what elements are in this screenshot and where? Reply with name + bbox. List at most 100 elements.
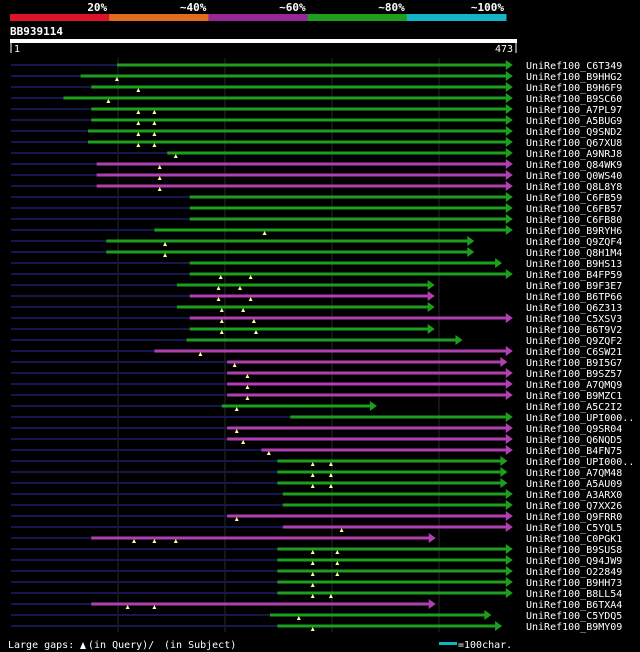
hit-name[interactable]: UniRef100_Q9ZQF2 xyxy=(526,336,622,347)
hit-name[interactable]: UniRef100_Q9FRR0 xyxy=(526,512,622,523)
hit-segment[interactable] xyxy=(227,371,507,375)
hit-segment[interactable] xyxy=(227,514,507,518)
hit-segment[interactable] xyxy=(227,382,507,386)
hit-row[interactable]: UniRef100_B9RYH6 xyxy=(11,225,622,237)
hit-name[interactable]: UniRef100_A5C2I2 xyxy=(526,402,622,413)
hit-row[interactable]: UniRef100_A7QM48 xyxy=(11,467,622,479)
hit-segment[interactable] xyxy=(277,569,507,573)
hit-name[interactable]: UniRef100_C6FB80 xyxy=(526,215,622,226)
hit-name[interactable]: UniRef100_B9RYH6 xyxy=(526,226,622,237)
hit-name[interactable]: UniRef100_Q9SR04 xyxy=(526,424,622,435)
hit-row[interactable]: UniRef100_B8LL54 xyxy=(11,588,622,600)
hit-name[interactable]: UniRef100_O22849 xyxy=(526,567,622,578)
hit-segment[interactable] xyxy=(277,547,507,551)
hit-name[interactable]: UniRef100_B8LL54 xyxy=(526,589,622,600)
hit-row[interactable]: UniRef100_A7PL97 xyxy=(11,104,622,116)
hit-name[interactable]: UniRef100_Q9ZQF4 xyxy=(526,237,622,248)
hit-name[interactable]: UniRef100_Q8L8Y8 xyxy=(526,182,622,193)
hit-segment[interactable] xyxy=(189,217,507,221)
hit-name[interactable]: UniRef100_C6T349 xyxy=(526,61,622,72)
hit-segment[interactable] xyxy=(189,261,497,265)
hit-name[interactable]: UniRef100_B9HHG2 xyxy=(526,72,622,83)
hit-row[interactable]: UniRef100_B4FN75 xyxy=(11,445,622,457)
hit-segment[interactable] xyxy=(227,393,507,397)
hit-name[interactable]: UniRef100_C5XSV3 xyxy=(526,314,622,325)
hit-row[interactable]: UniRef100_C5YDQ5 xyxy=(11,610,622,622)
hit-row[interactable]: UniRef100_B9F3E7 xyxy=(11,280,622,292)
hit-segment[interactable] xyxy=(186,338,457,342)
hit-row[interactable]: UniRef100_B9SUS8 xyxy=(11,544,622,556)
hit-segment[interactable] xyxy=(91,85,507,89)
hit-segment[interactable] xyxy=(116,63,507,67)
hit-row[interactable]: UniRef100_C6T349 xyxy=(11,60,622,72)
hit-name[interactable]: UniRef100_A7PL97 xyxy=(526,105,622,116)
hit-row[interactable]: UniRef100_Q9ZQF4 xyxy=(11,236,622,248)
hit-segment[interactable] xyxy=(91,107,507,111)
hit-segment[interactable] xyxy=(189,272,507,276)
hit-name[interactable]: UniRef100_C0PGK1 xyxy=(526,534,622,545)
hit-name[interactable]: UniRef100_UPI000.. xyxy=(526,457,634,468)
hit-segment[interactable] xyxy=(91,536,430,540)
hit-segment[interactable] xyxy=(282,525,507,529)
hit-name[interactable]: UniRef100_A3ARX0 xyxy=(526,490,622,501)
hit-segment[interactable] xyxy=(189,316,507,320)
hit-name[interactable]: UniRef100_B9F3E7 xyxy=(526,281,622,292)
hit-row[interactable]: UniRef100_Q94JW9 xyxy=(11,555,622,567)
hit-row[interactable]: UniRef100_B6TP66 xyxy=(11,291,622,303)
hit-row[interactable]: UniRef100_C6FB59 xyxy=(11,192,622,204)
hit-segment[interactable] xyxy=(277,459,502,463)
hit-segment[interactable] xyxy=(106,250,469,254)
hit-row[interactable]: UniRef100_B9I5G7 xyxy=(11,357,622,369)
hit-segment[interactable] xyxy=(154,349,507,353)
hit-row[interactable]: UniRef100_B9MY09 xyxy=(11,621,622,633)
hit-segment[interactable] xyxy=(106,239,469,243)
hit-segment[interactable] xyxy=(269,613,486,617)
hit-row[interactable]: UniRef100_A5C2I2 xyxy=(11,401,622,413)
hit-row[interactable]: UniRef100_B9HH73 xyxy=(11,577,622,589)
hit-row[interactable]: UniRef100_B9MZC1 xyxy=(11,390,622,402)
hit-name[interactable]: UniRef100_B9HH73 xyxy=(526,578,622,589)
hit-name[interactable]: UniRef100_B9H6F9 xyxy=(526,83,622,94)
hit-name[interactable]: UniRef100_Q6NQD5 xyxy=(526,435,622,446)
hit-segment[interactable] xyxy=(167,151,507,155)
hit-name[interactable]: UniRef100_C5YQL5 xyxy=(526,523,622,534)
hit-row[interactable]: UniRef100_Q8H1M4 xyxy=(11,247,622,259)
hit-segment[interactable] xyxy=(80,74,507,78)
hit-row[interactable]: UniRef100_C6FB57 xyxy=(11,203,622,215)
hit-segment[interactable] xyxy=(277,580,507,584)
hit-row[interactable]: UniRef100_C0PGK1 xyxy=(11,533,622,545)
hit-row[interactable]: UniRef100_Q67XU8 xyxy=(11,137,622,149)
hit-name[interactable]: UniRef100_A7QMQ9 xyxy=(526,380,622,391)
hit-name[interactable]: UniRef100_B9SC60 xyxy=(526,94,622,105)
hit-segment[interactable] xyxy=(88,140,507,144)
hit-row[interactable]: UniRef100_Q9SR04 xyxy=(11,423,622,435)
hit-segment[interactable] xyxy=(277,558,507,562)
hit-row[interactable]: UniRef100_B6TXA4 xyxy=(11,599,622,611)
hit-name[interactable]: UniRef100_Q7XX26 xyxy=(526,501,622,512)
hit-segment[interactable] xyxy=(154,228,507,232)
hit-name[interactable]: UniRef100_Q67XU8 xyxy=(526,138,622,149)
hit-row[interactable]: UniRef100_C6SW21 xyxy=(11,346,622,358)
hit-segment[interactable] xyxy=(282,492,507,496)
hit-segment[interactable] xyxy=(227,426,507,430)
hit-segment[interactable] xyxy=(91,118,507,122)
hit-name[interactable]: UniRef100_A5AU09 xyxy=(526,479,622,490)
hit-segment[interactable] xyxy=(189,327,429,331)
hit-name[interactable]: UniRef100_A9NRJ8 xyxy=(526,149,622,160)
hit-segment[interactable] xyxy=(227,437,507,441)
hit-name[interactable]: UniRef100_A7QM48 xyxy=(526,468,622,479)
hit-segment[interactable] xyxy=(189,206,507,210)
hit-segment[interactable] xyxy=(277,624,497,628)
hit-row[interactable]: UniRef100_C5XSV3 xyxy=(11,313,622,325)
hit-segment[interactable] xyxy=(221,404,371,408)
hit-row[interactable]: UniRef100_Q9SND2 xyxy=(11,126,622,138)
hit-row[interactable]: UniRef100_Q9ZQF2 xyxy=(11,335,622,347)
hit-name[interactable]: UniRef100_C5YDQ5 xyxy=(526,611,622,622)
hit-row[interactable]: UniRef100_B9H6F9 xyxy=(11,82,622,94)
hit-segment[interactable] xyxy=(277,591,507,595)
hit-row[interactable]: UniRef100_A5AU09 xyxy=(11,478,622,490)
hit-segment[interactable] xyxy=(176,305,429,309)
hit-segment[interactable] xyxy=(91,602,430,606)
hit-name[interactable]: UniRef100_B4FP59 xyxy=(526,270,622,281)
hit-row[interactable]: UniRef100_B9HS13 xyxy=(11,258,622,270)
